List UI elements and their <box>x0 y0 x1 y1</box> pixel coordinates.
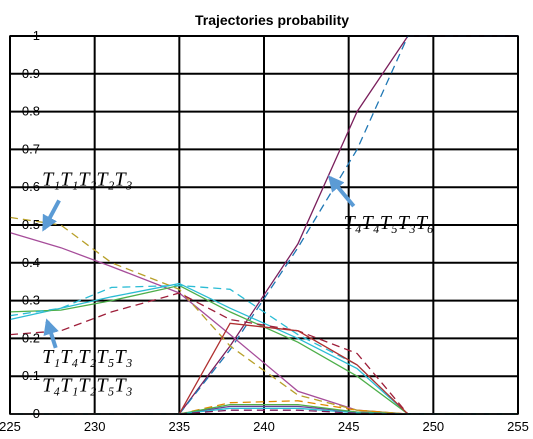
y-tick-label: 0.1 <box>22 368 40 383</box>
x-tick-label: 250 <box>422 419 444 434</box>
y-tick-label: 0.4 <box>22 255 40 270</box>
annotation-label: T₄T₄T₅T₃T₆ <box>344 212 434 234</box>
annotation-label: T₄T₁T₂T₅T₃ <box>42 374 132 396</box>
y-tick-label: 0.9 <box>22 66 40 81</box>
y-tick-label: 0.8 <box>22 104 40 119</box>
plot-frame <box>9 35 519 415</box>
y-tick-label: 0.3 <box>22 293 40 308</box>
x-tick-label: 225 <box>0 419 21 434</box>
annotation-arrow <box>42 199 61 232</box>
y-tick-label: 0.6 <box>22 179 40 194</box>
y-tick-label: 0.5 <box>22 217 40 232</box>
annotation-arrow <box>327 175 356 208</box>
y-tick-label: 0.2 <box>22 330 40 345</box>
annotation-label: T₁T₄T₂T₅T₃ <box>42 346 132 368</box>
series-line-6 <box>9 284 409 415</box>
series-line-7 <box>9 284 409 415</box>
x-tick-label: 240 <box>253 419 275 434</box>
axes: 225 230 235 240 245 250 25500.10.20.30.40.50.6… <box>0 28 529 434</box>
x-tick-label: 230 <box>84 419 106 434</box>
x-tick-label: 255 <box>507 419 529 434</box>
annotation-arrow <box>43 318 59 349</box>
y-tick-label: 0.7 <box>22 141 40 156</box>
chart-title: Trajectories probability <box>195 12 349 28</box>
series-line-5 <box>9 282 409 415</box>
series-line-4 <box>9 216 408 415</box>
x-tick-label: 245 <box>338 419 360 434</box>
annotation-label: T₁T₁T₂T₂T₃ <box>42 168 132 190</box>
annotation-layer: T₁T₁T₂T₂T₃ T₄T₄T₅T₃T₆ T₁T₄T₂T₅T₃ T₄T₁T₂T₅T₃ <box>42 168 434 396</box>
x-tick-label: 235 <box>168 419 190 434</box>
series-line-8 <box>9 292 409 415</box>
